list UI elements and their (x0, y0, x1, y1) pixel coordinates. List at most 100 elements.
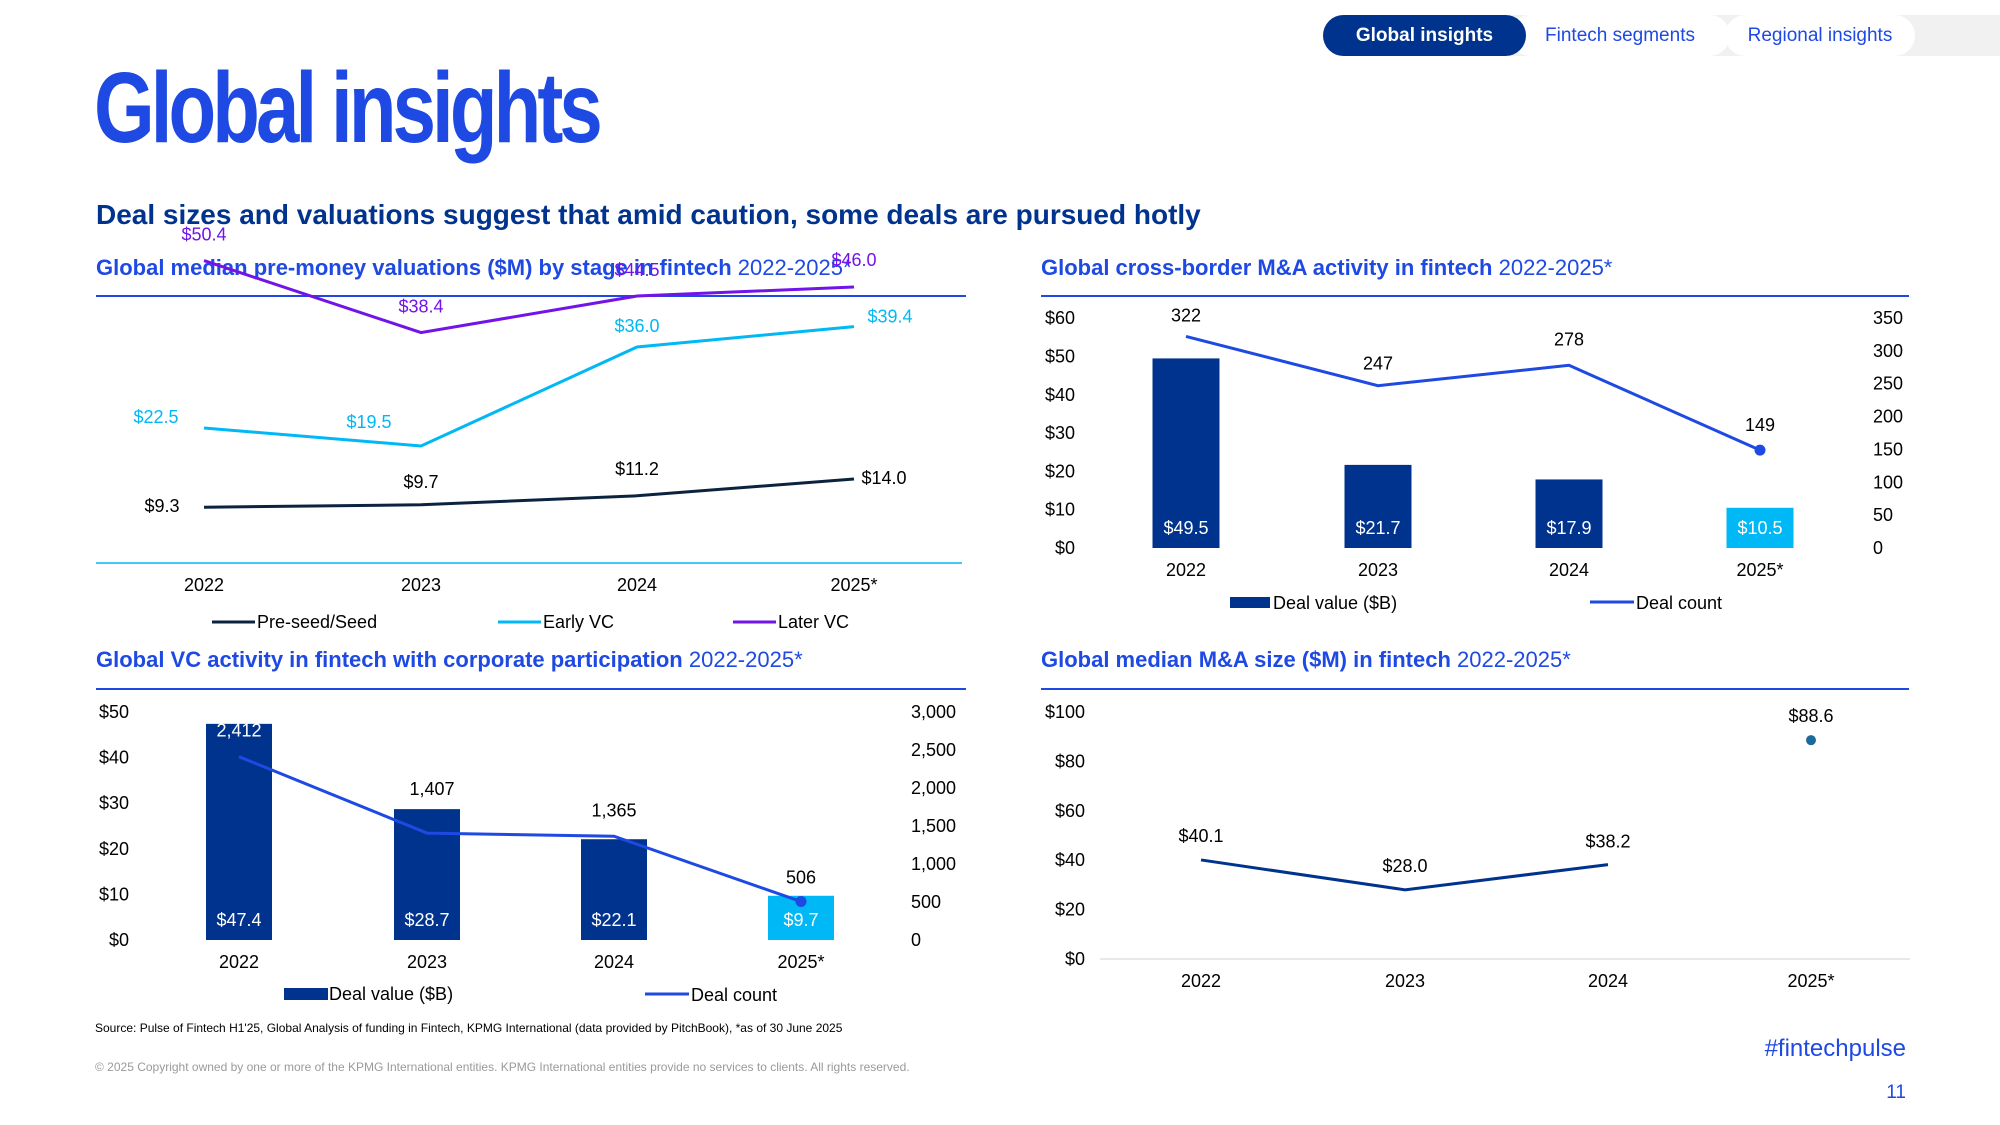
valuations-x-tick: 2022 (184, 575, 224, 595)
cross-border-bar (1344, 464, 1412, 548)
valuations-x-tick: 2024 (617, 575, 657, 595)
cross-border-bar-label: $49.5 (1163, 518, 1208, 538)
corporate-vc-legend-label: Deal count (691, 985, 777, 1005)
cross-border-right-tick: 200 (1873, 407, 1903, 427)
corporate-vc-left-tick: $40 (99, 748, 129, 768)
cross-border-count-marker (1754, 444, 1766, 456)
page-subtitle: Deal sizes and valuations suggest that a… (96, 199, 1201, 230)
valuations-data-label: $46.0 (831, 250, 876, 270)
source-note: Source: Pulse of Fintech H1'25, Global A… (95, 1021, 843, 1035)
copyright-note: © 2025 Copyright owned by one or more of… (95, 1060, 910, 1074)
corporate-vc-count-marker (795, 896, 807, 908)
chart-title-cross-border-years: 2022-2025* (1492, 255, 1613, 280)
cross-border-count-line (1185, 334, 1761, 452)
cross-border-left-tick: $50 (1045, 347, 1075, 367)
corporate-vc-left-tick: $10 (99, 884, 129, 904)
median-ma-y-tick: $20 (1055, 900, 1085, 920)
cross-border-left-tick: $10 (1045, 500, 1075, 520)
cross-border-legend-swatch-bar (1230, 597, 1270, 608)
chart-title-cross-border-main: Global cross-border M&A activity in fint… (1041, 255, 1493, 280)
median-ma-x-tick: 2025* (1787, 971, 1834, 991)
rule-cross-border (1041, 295, 1909, 297)
corporate-vc-legend-label: Deal value ($B) (329, 984, 453, 1004)
corporate-vc-x-tick: 2024 (594, 952, 634, 972)
tab-fintech-segments[interactable]: Fintech segments (1510, 15, 1730, 56)
corporate-vc-x-tick: 2023 (407, 952, 447, 972)
corporate-vc-right-tick: 1,500 (911, 816, 956, 836)
corporate-vc-count-label: 2,412 (216, 721, 261, 741)
valuations-data-label: $22.5 (133, 407, 178, 427)
median-ma-y-tick: $60 (1055, 801, 1085, 821)
median-ma-marker (1806, 735, 1816, 746)
corporate-vc-count-label: 506 (786, 868, 816, 888)
tab-regional-insights[interactable]: Regional insights (1725, 15, 1915, 56)
median-ma-data-label: $40.1 (1178, 826, 1223, 846)
hashtag[interactable]: #fintechpulse (1764, 1035, 1906, 1062)
tab-global-insights[interactable]: Global insights (1323, 15, 1526, 56)
corporate-vc-count-line (238, 755, 802, 903)
valuations-data-label: $14.0 (861, 468, 906, 488)
cross-border-x-tick: 2025* (1736, 560, 1783, 580)
median-ma-x-tick: 2022 (1181, 971, 1221, 991)
valuations-series-line-early-vc (203, 325, 855, 448)
corporate-vc-right-tick: 2,500 (911, 740, 956, 760)
valuations-legend-label: Pre-seed/Seed (257, 612, 377, 632)
cross-border-right-tick: 150 (1873, 439, 1903, 459)
cross-border-left-tick: $40 (1045, 385, 1075, 405)
cross-border-right-tick: 350 (1873, 308, 1903, 328)
cross-border-x-tick: 2022 (1166, 560, 1206, 580)
median-ma-line (1200, 858, 1609, 892)
valuations-data-label: $36.0 (614, 316, 659, 336)
corporate-vc-left-tick: $30 (99, 793, 129, 813)
corporate-vc-x-tick: 2025* (777, 952, 824, 972)
chart-title-median-ma-main: Global median M&A size ($M) in fintech (1041, 647, 1451, 672)
median-ma-x-tick: 2023 (1385, 971, 1425, 991)
cross-border-left-tick: $20 (1045, 461, 1075, 481)
chart-title-corporate-vc-main: Global VC activity in fintech with corpo… (96, 647, 683, 672)
valuations-series-line-later-vc (203, 259, 855, 335)
corporate-vc-bar (581, 839, 647, 940)
valuations-data-label: $19.5 (346, 412, 391, 432)
chart-title-median-ma-years: 2022-2025* (1450, 647, 1571, 672)
cross-border-legend-label: Deal count (1636, 593, 1722, 613)
cross-border-right-tick: 50 (1873, 505, 1893, 525)
chart-title-corporate-vc: Global VC activity in fintech with corpo… (96, 647, 803, 673)
rule-median-ma (1041, 688, 1909, 690)
cross-border-count-label: 247 (1363, 354, 1393, 374)
cross-border-right-tick: 250 (1873, 374, 1903, 394)
corporate-vc-bar-label: $47.4 (216, 910, 261, 930)
corporate-vc-left-tick: $20 (99, 839, 129, 859)
corporate-vc-x-tick: 2022 (219, 952, 259, 972)
cross-border-bar-label: $10.5 (1737, 518, 1782, 538)
corporate-vc-right-tick: 1,000 (911, 854, 956, 874)
corporate-vc-bar (206, 723, 272, 940)
corporate-vc-bar (394, 809, 460, 940)
page-title: Global insights (94, 52, 603, 164)
median-ma-y-tick: $100 (1045, 702, 1085, 722)
valuations-data-label: $44.5 (614, 260, 659, 280)
chart-title-valuations-years: 2022-2025* (731, 255, 852, 280)
corporate-vc-right-tick: 2,000 (911, 778, 956, 798)
cross-border-legend-label: Deal value ($B) (1273, 593, 1397, 613)
chart-title-cross-border: Global cross-border M&A activity in fint… (1041, 255, 1612, 281)
cross-border-count-label: 322 (1171, 305, 1201, 325)
valuations-legend-label: Later VC (778, 612, 849, 632)
cross-border-count-label: 149 (1745, 415, 1775, 435)
rule-corporate-vc (96, 688, 966, 690)
corporate-vc-count-label: 1,407 (409, 779, 454, 799)
valuations-legend-label: Early VC (543, 612, 614, 632)
chart-title-valuations: Global median pre-money valuations ($M) … (96, 255, 852, 281)
cross-border-bar (1726, 507, 1794, 548)
corporate-vc-bar-label: $22.1 (591, 910, 636, 930)
valuations-data-label: $50.4 (181, 225, 226, 245)
chart-title-median-ma: Global median M&A size ($M) in fintech 2… (1041, 647, 1571, 673)
valuations-data-label: $9.7 (403, 472, 438, 492)
corporate-vc-right-tick: 3,000 (911, 702, 956, 722)
cross-border-count-label: 278 (1554, 329, 1584, 349)
cross-border-left-tick: $0 (1055, 538, 1075, 558)
corporate-vc-count-label: 1,365 (591, 800, 636, 820)
valuations-data-label: $39.4 (867, 307, 912, 327)
corporate-vc-right-tick: 500 (911, 892, 941, 912)
cross-border-bar-label: $21.7 (1355, 518, 1400, 538)
